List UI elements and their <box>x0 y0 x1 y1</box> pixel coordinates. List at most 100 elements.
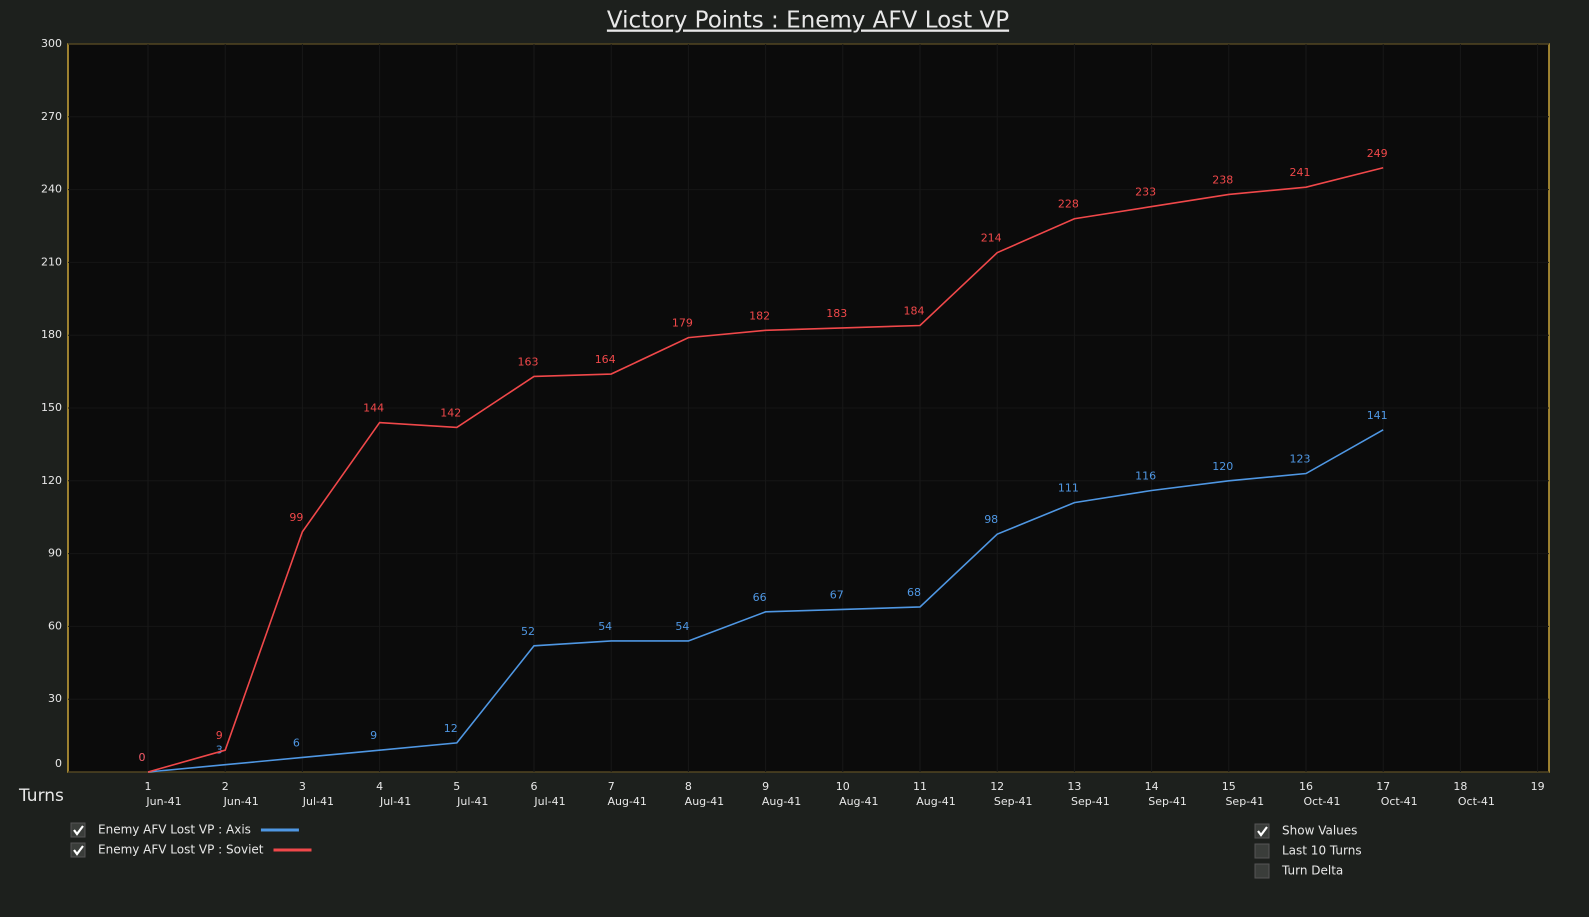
value-label: 111 <box>1058 482 1079 495</box>
x-tick-label: 7 <box>608 780 615 793</box>
y-tick-label: 180 <box>41 328 62 341</box>
y-tick-label: 240 <box>41 183 62 196</box>
value-label: 0 <box>139 751 146 764</box>
x-tick-date: Jul-41 <box>379 795 411 808</box>
y-tick-label: 270 <box>41 110 62 123</box>
value-label: 183 <box>826 307 847 320</box>
y-tick-label: 90 <box>48 547 62 560</box>
option-checkbox[interactable] <box>1254 863 1270 879</box>
value-label: 67 <box>830 588 844 601</box>
value-label: 99 <box>289 511 303 524</box>
x-tick-label: 10 <box>836 780 850 793</box>
legend-checkbox[interactable] <box>70 842 86 858</box>
option-label[interactable]: Turn Delta <box>1281 864 1343 878</box>
x-tick-label: 9 <box>762 780 769 793</box>
y-tick-label: 30 <box>48 692 62 705</box>
x-tick-date: Sep-41 <box>994 795 1033 808</box>
value-label: 54 <box>675 620 689 633</box>
x-tick-label: 12 <box>990 780 1004 793</box>
x-tick-date: Sep-41 <box>1071 795 1110 808</box>
value-label: 141 <box>1367 409 1388 422</box>
y-tick-label: 210 <box>41 255 62 268</box>
value-label: 12 <box>444 722 458 735</box>
value-label: 238 <box>1212 173 1233 186</box>
value-label: 54 <box>598 620 612 633</box>
legend-label: Enemy AFV Lost VP : Soviet <box>98 843 264 857</box>
value-label: 228 <box>1058 198 1079 211</box>
y-tick-label: 120 <box>41 474 62 487</box>
x-tick-label: 15 <box>1222 780 1236 793</box>
y-tick-label: 60 <box>48 619 62 632</box>
x-tick-date: Aug-41 <box>607 795 646 808</box>
check-mark <box>73 845 84 856</box>
x-tick-date: Aug-41 <box>685 795 724 808</box>
x-tick-date: Jul-41 <box>456 795 488 808</box>
series-line <box>147 429 1384 773</box>
y-tick-label: 300 <box>41 37 62 50</box>
x-tick-date: Jul-41 <box>533 795 565 808</box>
option-label[interactable]: Last 10 Turns <box>1282 844 1362 858</box>
x-tick-date: Jun-41 <box>223 795 259 808</box>
value-label: 3 <box>216 744 223 757</box>
value-label: 249 <box>1367 147 1388 160</box>
check-mark <box>1257 826 1268 837</box>
value-label: 144 <box>363 402 384 415</box>
value-label: 0 <box>139 751 146 764</box>
series-line <box>147 166 1384 773</box>
x-tick-date: Oct-41 <box>1304 795 1341 808</box>
value-label: 182 <box>749 309 770 322</box>
value-label: 9 <box>370 729 377 742</box>
value-label: 68 <box>907 586 921 599</box>
y-tick-label: 0 <box>55 757 62 770</box>
x-tick-date: Aug-41 <box>916 795 955 808</box>
value-label: 66 <box>753 591 767 604</box>
value-label: 6 <box>293 736 300 749</box>
x-tick-label: 11 <box>913 780 927 793</box>
x-tick-label: 8 <box>685 780 692 793</box>
value-label: 184 <box>904 304 925 317</box>
value-label: 52 <box>521 625 535 638</box>
value-label: 241 <box>1290 166 1311 179</box>
x-tick-label: 17 <box>1376 780 1390 793</box>
value-label: 120 <box>1212 460 1233 473</box>
x-tick-label: 19 <box>1531 780 1545 793</box>
value-label: 98 <box>984 513 998 526</box>
value-label: 123 <box>1290 453 1311 466</box>
x-tick-label: 3 <box>299 780 306 793</box>
x-tick-date: Sep-41 <box>1148 795 1187 808</box>
value-label: 214 <box>981 232 1002 245</box>
x-tick-date: Aug-41 <box>839 795 878 808</box>
x-tick-date: Jun-41 <box>145 795 181 808</box>
value-label: 163 <box>518 355 539 368</box>
x-tick-label: 2 <box>222 780 229 793</box>
x-tick-label: 16 <box>1299 780 1313 793</box>
legend-label: Enemy AFV Lost VP : Axis <box>98 823 251 837</box>
value-label: 179 <box>672 317 693 330</box>
x-axis-label: Turns <box>18 786 64 806</box>
x-tick-label: 6 <box>531 780 538 793</box>
check-mark <box>73 825 84 836</box>
x-tick-label: 14 <box>1145 780 1159 793</box>
x-tick-label: 4 <box>376 780 383 793</box>
chart-title: Victory Points : Enemy AFV Lost VP <box>607 8 1009 34</box>
value-label: 142 <box>440 406 461 419</box>
value-label: 233 <box>1135 186 1156 199</box>
x-tick-label: 5 <box>453 780 460 793</box>
option-checkbox[interactable] <box>1254 823 1270 839</box>
x-tick-date: Oct-41 <box>1381 795 1418 808</box>
option-checkbox[interactable] <box>1254 843 1270 859</box>
x-tick-date: Jul-41 <box>302 795 334 808</box>
legend-checkbox[interactable] <box>70 822 86 838</box>
x-tick-date: Oct-41 <box>1458 795 1495 808</box>
value-label: 9 <box>216 729 223 742</box>
x-tick-date: Sep-41 <box>1225 795 1264 808</box>
x-tick-label: 13 <box>1067 780 1081 793</box>
x-tick-label: 1 <box>145 780 152 793</box>
option-label[interactable]: Show Values <box>1282 824 1357 838</box>
x-tick-label: 18 <box>1453 780 1467 793</box>
value-label: 116 <box>1135 470 1156 483</box>
value-label: 164 <box>595 353 616 366</box>
x-tick-date: Aug-41 <box>762 795 801 808</box>
